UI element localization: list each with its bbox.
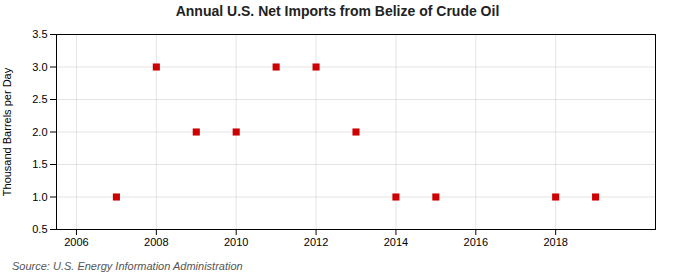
svg-text:Thousand Barrels per Day: Thousand Barrels per Day [1, 67, 13, 196]
svg-text:2014: 2014 [384, 236, 408, 248]
svg-text:2.5: 2.5 [32, 93, 47, 105]
svg-text:3.0: 3.0 [32, 61, 47, 73]
svg-text:2018: 2018 [543, 236, 567, 248]
svg-text:2008: 2008 [144, 236, 168, 248]
html-text:Source: U.S. Energy Informatio: Source: U.S. Energy Information Administ… [12, 260, 243, 272]
svg-text:2.0: 2.0 [32, 126, 47, 138]
svg-text:2012: 2012 [304, 236, 328, 248]
svg-text:2016: 2016 [464, 236, 488, 248]
svg-text:0.5: 0.5 [32, 223, 47, 235]
svg-text:2010: 2010 [224, 236, 248, 248]
svg-text:2006: 2006 [64, 236, 88, 248]
svg-text:1.0: 1.0 [32, 191, 47, 203]
svg-text:1.5: 1.5 [32, 158, 47, 170]
svg-text:3.5: 3.5 [32, 28, 47, 40]
html-text:Annual U.S. Net Imports from B: Annual U.S. Net Imports from Belize of C… [175, 3, 500, 19]
